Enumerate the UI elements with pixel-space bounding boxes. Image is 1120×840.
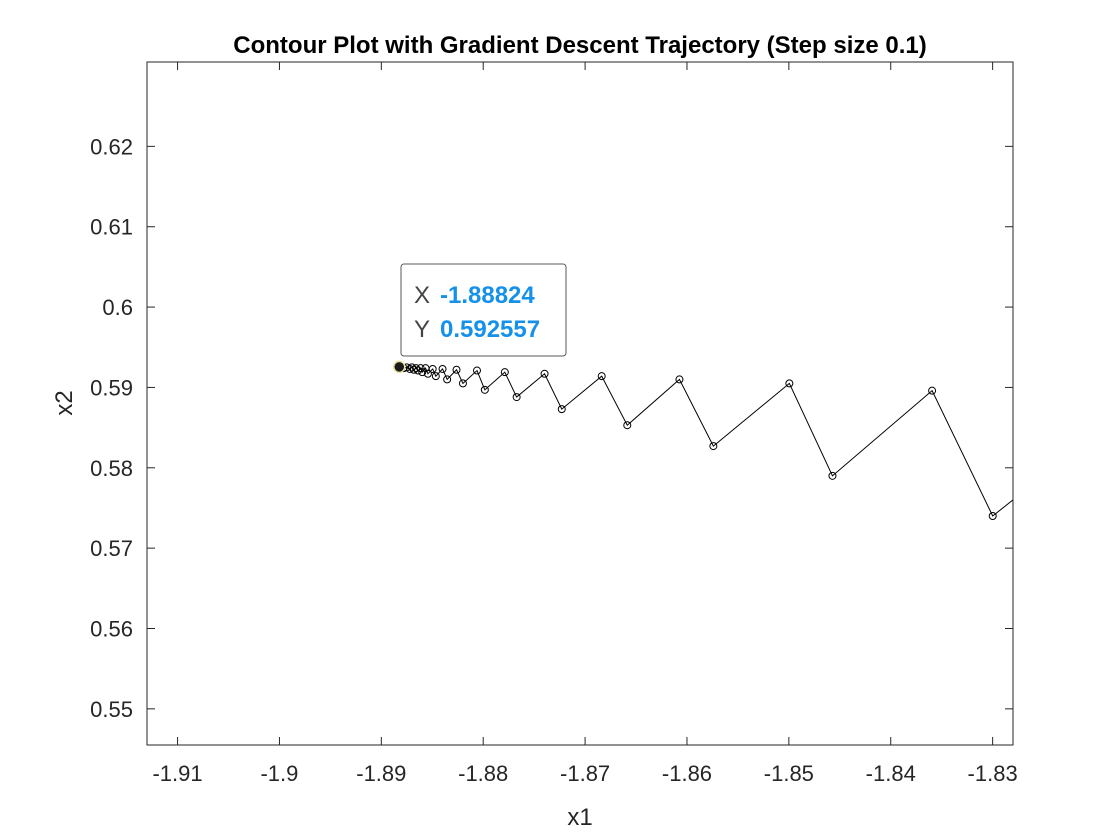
trajectory-point[interactable]: [431, 372, 440, 381]
data-tip-x-key: X: [414, 282, 430, 309]
trajectory-series: [393, 360, 1013, 520]
data-tip-x-value: -1.88824: [440, 282, 535, 309]
trajectory-point[interactable]: [423, 369, 432, 378]
trajectory-point[interactable]: [480, 385, 489, 394]
trajectory-point[interactable]: [407, 363, 416, 372]
x-axis-ticks: -1.91 -1.9 -1.89 -1.88 -1.87 -1.86 -1.85 -1.84 -…: [152, 62, 1018, 786]
trajectory-point[interactable]: [414, 366, 423, 375]
x-tick-label: -1.89: [356, 761, 406, 786]
trajectory-point[interactable]: [409, 365, 418, 374]
data-tip-marker[interactable]: [393, 360, 406, 374]
x-tick-label: -1.87: [560, 761, 610, 786]
y-tick-label: 0.6: [102, 295, 133, 320]
x-tick-label: -1.88: [458, 761, 508, 786]
x-tick-label: -1.86: [662, 761, 712, 786]
trajectory-point[interactable]: [988, 511, 997, 520]
y-tick-label: 0.57: [90, 536, 133, 561]
trajectory-point[interactable]: [458, 379, 467, 388]
trajectory-clip-group: [393, 360, 1013, 520]
trajectory-point[interactable]: [623, 421, 632, 430]
trajectory-point[interactable]: [540, 369, 549, 378]
trajectory-point[interactable]: [443, 375, 452, 384]
trajectory-point[interactable]: [438, 364, 447, 373]
data-tip-y-value: 0.592557: [440, 316, 540, 343]
x-tick-label: -1.83: [968, 761, 1018, 786]
trajectory-point[interactable]: [411, 364, 420, 373]
trajectory-point[interactable]: [828, 471, 837, 480]
data-tip[interactable]: X -1.88824 Y 0.592557: [400, 263, 567, 357]
y-tick-label: 0.56: [90, 616, 133, 641]
data-tip-box: [400, 263, 567, 357]
y-axis-ticks: 0.55 0.56 0.57 0.58 0.59 0.6 0.61 0.62: [90, 134, 1013, 722]
y-tick-label: 0.62: [90, 134, 133, 159]
trajectory-point[interactable]: [785, 379, 794, 388]
y-tick-label: 0.58: [90, 456, 133, 481]
plot-area[interactable]: [146, 61, 1014, 746]
trajectory-point[interactable]: [597, 372, 606, 381]
trajectory-point[interactable]: [709, 442, 718, 451]
trajectory-point[interactable]: [675, 375, 684, 384]
x-axis-label: x1: [567, 804, 592, 831]
x-tick-label: -1.91: [152, 761, 202, 786]
trajectory-point[interactable]: [512, 393, 521, 402]
x-tick-label: -1.85: [764, 761, 814, 786]
trajectory-point[interactable]: [928, 386, 937, 395]
chart-title: Contour Plot with Gradient Descent Traje…: [233, 32, 926, 59]
y-tick-label: 0.59: [90, 375, 133, 400]
data-tip-y-key: Y: [414, 316, 430, 343]
y-tick-label: 0.55: [90, 697, 133, 722]
trajectory-point[interactable]: [557, 405, 566, 414]
x-tick-label: -1.84: [866, 761, 916, 786]
y-tick-label: 0.61: [90, 215, 133, 240]
y-axis-label: x2: [51, 390, 78, 415]
trajectory-point[interactable]: [472, 366, 481, 375]
trajectory-point[interactable]: [418, 368, 427, 377]
trajectory-point[interactable]: [452, 365, 461, 374]
x-tick-label: -1.9: [260, 761, 298, 786]
trajectory-point[interactable]: [500, 368, 509, 377]
